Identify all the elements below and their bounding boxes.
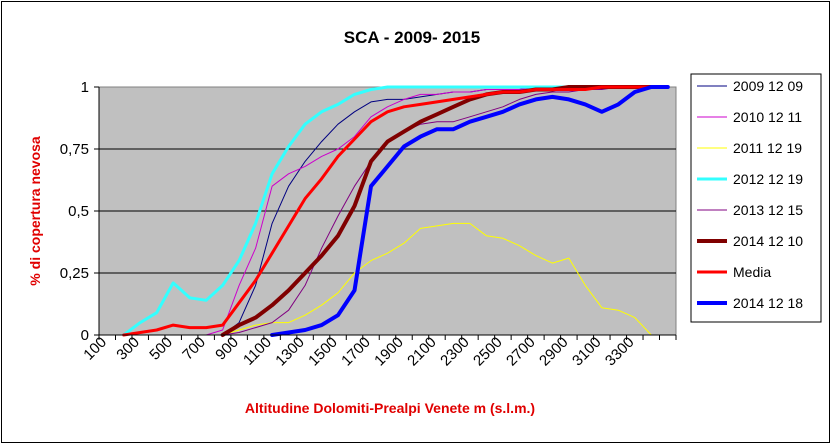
x-tick-label: 2700 — [503, 334, 539, 370]
series-line-7 — [122, 85, 653, 337]
legend-label: 2009 12 09 — [733, 78, 803, 94]
x-tick-label: 1900 — [371, 334, 407, 370]
series-layer — [122, 85, 670, 337]
x-tick-label: 1700 — [338, 334, 374, 370]
x-tick-label: 1500 — [305, 334, 341, 370]
x-tick-label: 1100 — [240, 334, 275, 369]
x-tick-label: 900 — [212, 334, 242, 364]
legend-label: 2011 12 19 — [733, 140, 802, 156]
x-tick-label: 1300 — [272, 334, 308, 370]
y-tick-label: 0 — [81, 327, 89, 344]
x-tick-label: 2300 — [437, 334, 473, 370]
legend-label: 2014 12 10 — [733, 233, 803, 249]
x-tick-label: 2500 — [470, 334, 506, 370]
legend-label: 2014 12 18 — [733, 295, 803, 311]
x-tick-label: 2100 — [404, 334, 440, 370]
y-tick-label: 0,25 — [60, 265, 89, 282]
series-line-6 — [220, 85, 654, 337]
series-line-8 — [270, 85, 670, 337]
series-line-3 — [222, 222, 652, 336]
grid-lines — [99, 148, 676, 274]
y-tick-label: 0,5 — [68, 203, 89, 220]
x-tick-label: 3300 — [602, 334, 638, 370]
legend-label: 2013 12 15 — [733, 202, 803, 218]
x-tick-label: 3100 — [569, 334, 605, 370]
legend-label: 2010 12 11 — [733, 109, 802, 125]
x-axis-label: Altitudine Dolomiti-Prealpi Venete m (s.… — [245, 400, 535, 416]
x-tick-label: 500 — [146, 334, 176, 364]
y-tick-label: 0,75 — [60, 141, 89, 158]
legend-label: Media — [733, 264, 771, 280]
legend-box — [690, 73, 822, 323]
x-tick-label: 700 — [179, 334, 209, 364]
y-tick-label: 1 — [81, 79, 89, 96]
legend: 2009 12 09 2010 12 11 2011 12 19 2012 12 19… — [690, 73, 822, 323]
y-axis-label: % di copertura nevosa — [27, 136, 43, 286]
legend-label: 2012 12 19 — [733, 171, 803, 187]
x-tick-label: 2900 — [536, 334, 572, 370]
x-tick-label: 300 — [113, 334, 143, 364]
chart-title: SCA - 2009- 2015 — [344, 28, 480, 47]
